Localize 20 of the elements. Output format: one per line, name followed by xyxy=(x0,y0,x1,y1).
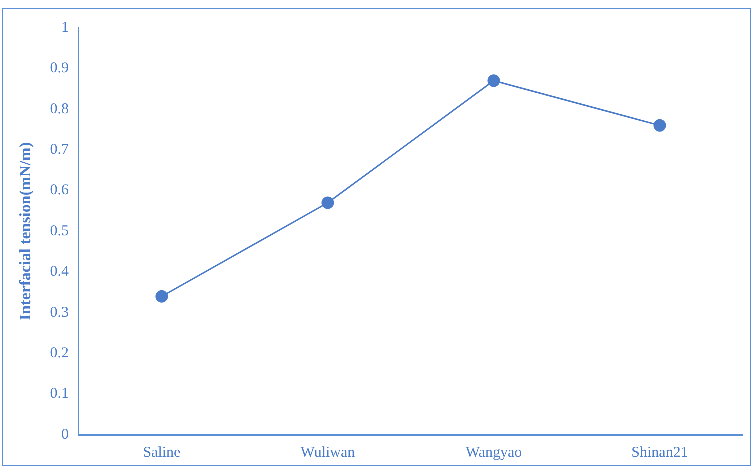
y-tick-label: 0.1 xyxy=(50,386,69,402)
x-tick-label: Saline xyxy=(143,444,182,461)
point xyxy=(654,119,666,132)
x-tick-label: Wangyao xyxy=(466,444,522,461)
y-tick-label: 0.5 xyxy=(50,223,69,240)
x-tick-label: Wuliwan xyxy=(300,444,356,461)
point xyxy=(156,290,168,303)
y-tick-label: 0.8 xyxy=(50,101,69,118)
y-tick-label: 0.4 xyxy=(50,264,70,280)
y-axis-title: Interfacial tension(mN/m) xyxy=(18,142,35,321)
point xyxy=(322,196,334,210)
x-tick-label: Shinan21 xyxy=(632,444,688,461)
y-tick-label: 0.9 xyxy=(50,60,69,77)
point xyxy=(488,74,500,88)
y-tick-label: 0.6 xyxy=(50,182,70,199)
y-tick-label: 0.2 xyxy=(50,346,69,362)
y-tick-label: 0 xyxy=(61,426,69,443)
y-tick-label: 1 xyxy=(61,20,69,36)
y-tick-label: 0.3 xyxy=(50,304,69,321)
y-tick-label: 0.7 xyxy=(50,142,70,158)
